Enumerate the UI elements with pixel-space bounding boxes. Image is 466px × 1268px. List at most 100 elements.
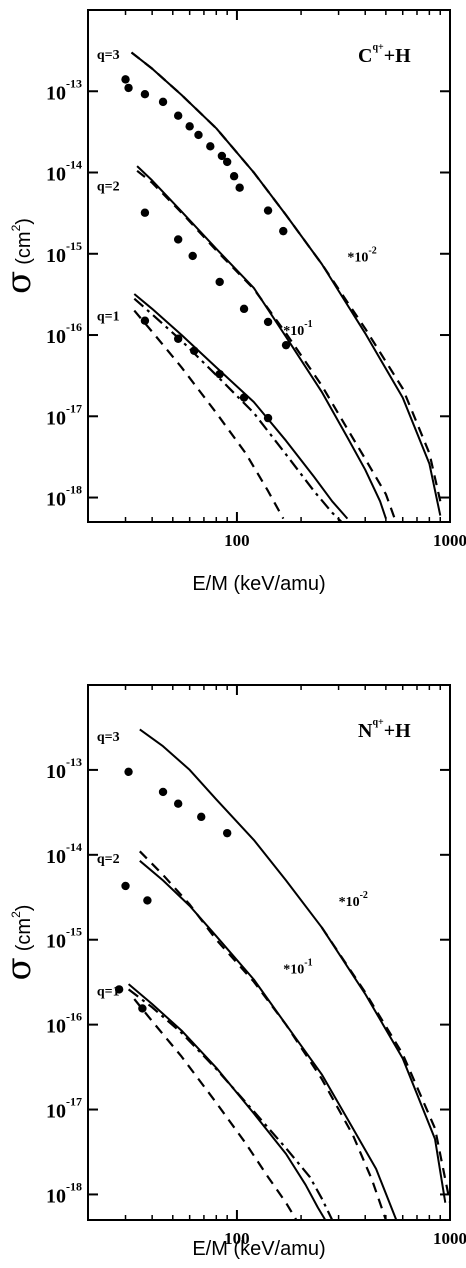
- series-line-q2-solid: [139, 860, 398, 1221]
- y-tick-base: 10: [46, 931, 66, 953]
- annotation: q=3: [97, 48, 120, 63]
- data-point-q3-0: [124, 767, 133, 776]
- y-tick-label: 10-15: [46, 925, 82, 953]
- annotation: *10-2: [339, 890, 368, 910]
- annotation: q=2: [97, 852, 120, 867]
- annotation-sup: -1: [304, 958, 312, 969]
- series-line-q3-solid: [130, 51, 442, 516]
- annotation-text: *10: [339, 895, 360, 910]
- annotation: q=1: [97, 310, 120, 325]
- chart-title-sup: q+: [372, 42, 384, 53]
- data-point-q1-3: [215, 369, 224, 379]
- annotation: *10-1: [283, 958, 312, 978]
- chart-panel-2: 100 100010-1310-1410-1510-1610-1710-18E/M…: [0, 684, 466, 1260]
- y-tick-exponent: -14: [66, 840, 82, 854]
- data-point-q3-9: [222, 157, 232, 167]
- data-point-q3-5: [185, 122, 194, 131]
- y-tick-base: 10: [46, 846, 66, 868]
- y-tick-base: 10: [46, 245, 66, 267]
- x-axis-label: E/M (keV/amu): [192, 573, 325, 595]
- y-tick-label: 10-15: [46, 239, 82, 267]
- x-tick-label: 100: [224, 1229, 250, 1248]
- plot-frame: [87, 684, 451, 1221]
- y-axis-unit-exp: 2: [9, 911, 23, 918]
- series-line-q1-dashed: [133, 998, 298, 1221]
- data-point-q3-7: [206, 142, 215, 151]
- annotation: q=1: [97, 985, 120, 1000]
- y-axis-unit: (cm: [13, 918, 35, 951]
- y-axis-label: σ (cm2): [0, 218, 39, 294]
- annotation-text: q=1: [97, 310, 120, 325]
- series-line-q2-dashed: [136, 169, 396, 519]
- data-point-q1-5: [263, 413, 273, 423]
- annotation-text: q=2: [97, 852, 120, 867]
- annotation-text: q=2: [97, 180, 120, 195]
- series-line-q2-dashed: [139, 850, 387, 1221]
- annotation-text: *10: [283, 963, 304, 978]
- data-point-q3-3: [197, 812, 206, 822]
- data-point-q2-2: [188, 251, 197, 261]
- series-line-q1-dashed: [133, 309, 285, 520]
- x-axis-label: E/M (keV/amu): [192, 1238, 325, 1260]
- y-axis-unit-exp: 2: [9, 224, 23, 231]
- chart-title-base: C: [358, 45, 372, 67]
- x-tick-label: 1000: [433, 531, 466, 550]
- y-axis-unit-close: ): [13, 905, 35, 912]
- data-point-q3-12: [263, 206, 273, 215]
- annotation-text: q=1: [97, 985, 120, 1000]
- data-point-q2-1: [143, 896, 152, 905]
- data-point-q3-13: [279, 226, 288, 236]
- y-tick-exponent: -13: [66, 76, 82, 90]
- y-axis-unit: (cm: [13, 231, 35, 264]
- y-axis-unit-close: ): [13, 218, 35, 225]
- y-tick-exponent: -16: [66, 320, 82, 334]
- data-point-q1-1: [173, 334, 183, 343]
- data-point-q2-0: [140, 208, 150, 217]
- y-tick-label: 10-13: [46, 76, 82, 104]
- plot-frame: [87, 9, 451, 523]
- data-point-q2-1: [173, 235, 183, 244]
- y-tick-base: 10: [46, 1016, 66, 1038]
- y-tick-exponent: -16: [66, 1010, 82, 1024]
- annotation-text: q=3: [97, 48, 120, 63]
- series-line-q1-dashdot: [133, 297, 343, 523]
- y-tick-base: 10: [46, 489, 66, 511]
- y-tick-base: 10: [46, 82, 66, 104]
- data-point-q3-3: [158, 97, 168, 107]
- series-line-q3-solid: [139, 728, 447, 1203]
- y-tick-exponent: -18: [66, 483, 82, 497]
- series-line-q3-dashed: [320, 926, 452, 1203]
- y-tick-base: 10: [46, 407, 66, 429]
- y-tick-base: 10: [46, 761, 66, 783]
- series-line-q3-dashed: [130, 51, 442, 502]
- y-tick-label: 10-13: [46, 755, 82, 783]
- series-line-q1-solid: [127, 983, 327, 1221]
- y-axis-sigma: σ: [0, 957, 39, 980]
- chart-title-base: N: [358, 720, 373, 742]
- data-point-q1-2: [189, 346, 199, 355]
- annotation-text: *10: [347, 251, 368, 266]
- y-tick-label: 10-14: [46, 158, 82, 186]
- data-point-q3-4: [173, 111, 183, 120]
- x-tick-label: 100: [224, 531, 250, 550]
- data-point-q2-3: [215, 277, 224, 287]
- annotation-sup: -1: [304, 319, 312, 330]
- y-tick-label: 10-17: [46, 401, 82, 429]
- y-tick-base: 10: [46, 1101, 66, 1123]
- data-point-q1-1: [138, 1004, 147, 1013]
- y-tick-label: 10-14: [46, 840, 82, 868]
- y-tick-exponent: -17: [66, 1095, 82, 1109]
- chart-panel-1: 100 100010-1310-1410-1510-1610-1710-18E/M…: [0, 9, 466, 595]
- data-point-q3-11: [235, 183, 244, 192]
- data-point-q3-4: [222, 828, 232, 838]
- y-tick-label: 10-18: [46, 1179, 82, 1207]
- y-tick-exponent: -17: [66, 401, 82, 415]
- data-point-q3-0: [121, 75, 130, 84]
- y-tick-base: 10: [46, 326, 66, 348]
- data-point-q3-10: [229, 172, 239, 181]
- data-point-q1-0: [114, 985, 124, 994]
- chart-title: Nq++H: [358, 717, 411, 742]
- y-tick-exponent: -15: [66, 239, 82, 253]
- y-axis-label: σ (cm2): [0, 905, 39, 981]
